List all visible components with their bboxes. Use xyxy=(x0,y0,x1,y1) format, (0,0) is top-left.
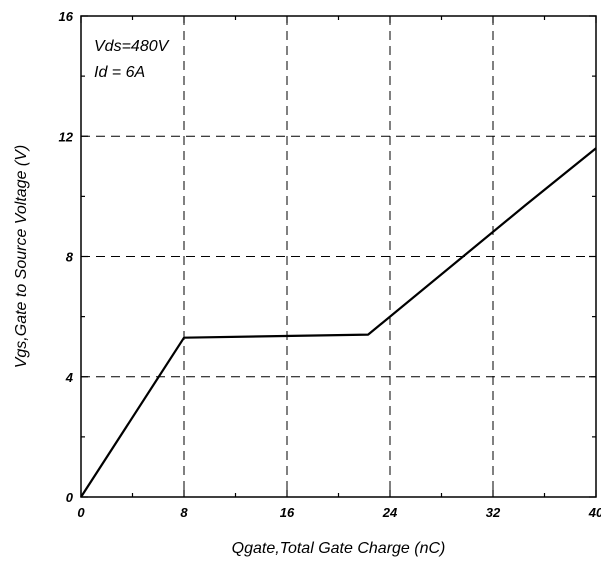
x-tick-label-4: 32 xyxy=(486,505,501,520)
x-tick-label-5: 40 xyxy=(588,505,601,520)
y-tick-label-2: 8 xyxy=(66,250,74,265)
y-tick-label-3: 12 xyxy=(59,129,74,144)
x-tick-label-1: 8 xyxy=(180,505,188,520)
annotation-vds: Vds=480V xyxy=(94,38,170,55)
x-axis-label: Qgate,Total Gate Charge (nC) xyxy=(232,540,446,557)
y-axis-label: Vgs,Gate to Source Voltage (V) xyxy=(13,145,30,369)
y-tick-labels: 0 4 8 12 16 xyxy=(59,9,74,505)
x-tick-label-0: 0 xyxy=(77,505,85,520)
grid-lines xyxy=(81,16,596,497)
y-tick-label-0: 0 xyxy=(66,490,74,505)
x-tick-label-3: 24 xyxy=(382,505,398,520)
y-tick-label-1: 4 xyxy=(65,370,74,385)
y-tick-label-4: 16 xyxy=(59,9,74,24)
x-tick-labels: 0 8 16 24 32 40 xyxy=(77,505,601,520)
series-layer xyxy=(80,147,597,498)
annotation-id: Id = 6A xyxy=(94,64,145,81)
x-tick-label-2: 16 xyxy=(280,505,295,520)
series-line-0 xyxy=(80,147,597,498)
